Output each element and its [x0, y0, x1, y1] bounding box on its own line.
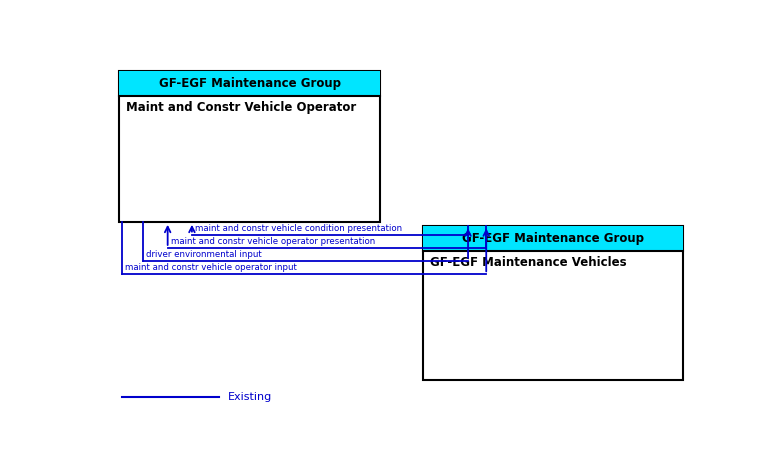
Text: Existing: Existing	[229, 392, 272, 402]
Text: maint and constr vehicle condition presentation: maint and constr vehicle condition prese…	[195, 224, 402, 233]
Bar	[423, 226, 684, 380]
Bar	[119, 71, 380, 96]
Text: maint and constr vehicle operator presentation: maint and constr vehicle operator presen…	[171, 237, 375, 246]
Text: GF-EGF Maintenance Group: GF-EGF Maintenance Group	[159, 77, 341, 90]
Text: GF-EGF Maintenance Vehicles: GF-EGF Maintenance Vehicles	[430, 256, 626, 269]
Text: driver environmental input: driver environmental input	[146, 250, 262, 259]
Bar	[119, 71, 380, 222]
Text: Maint and Constr Vehicle Operator: Maint and Constr Vehicle Operator	[126, 101, 356, 114]
Text: GF-EGF Maintenance Group: GF-EGF Maintenance Group	[462, 232, 644, 245]
Text: maint and constr vehicle operator input: maint and constr vehicle operator input	[125, 263, 297, 272]
Bar	[423, 226, 684, 251]
